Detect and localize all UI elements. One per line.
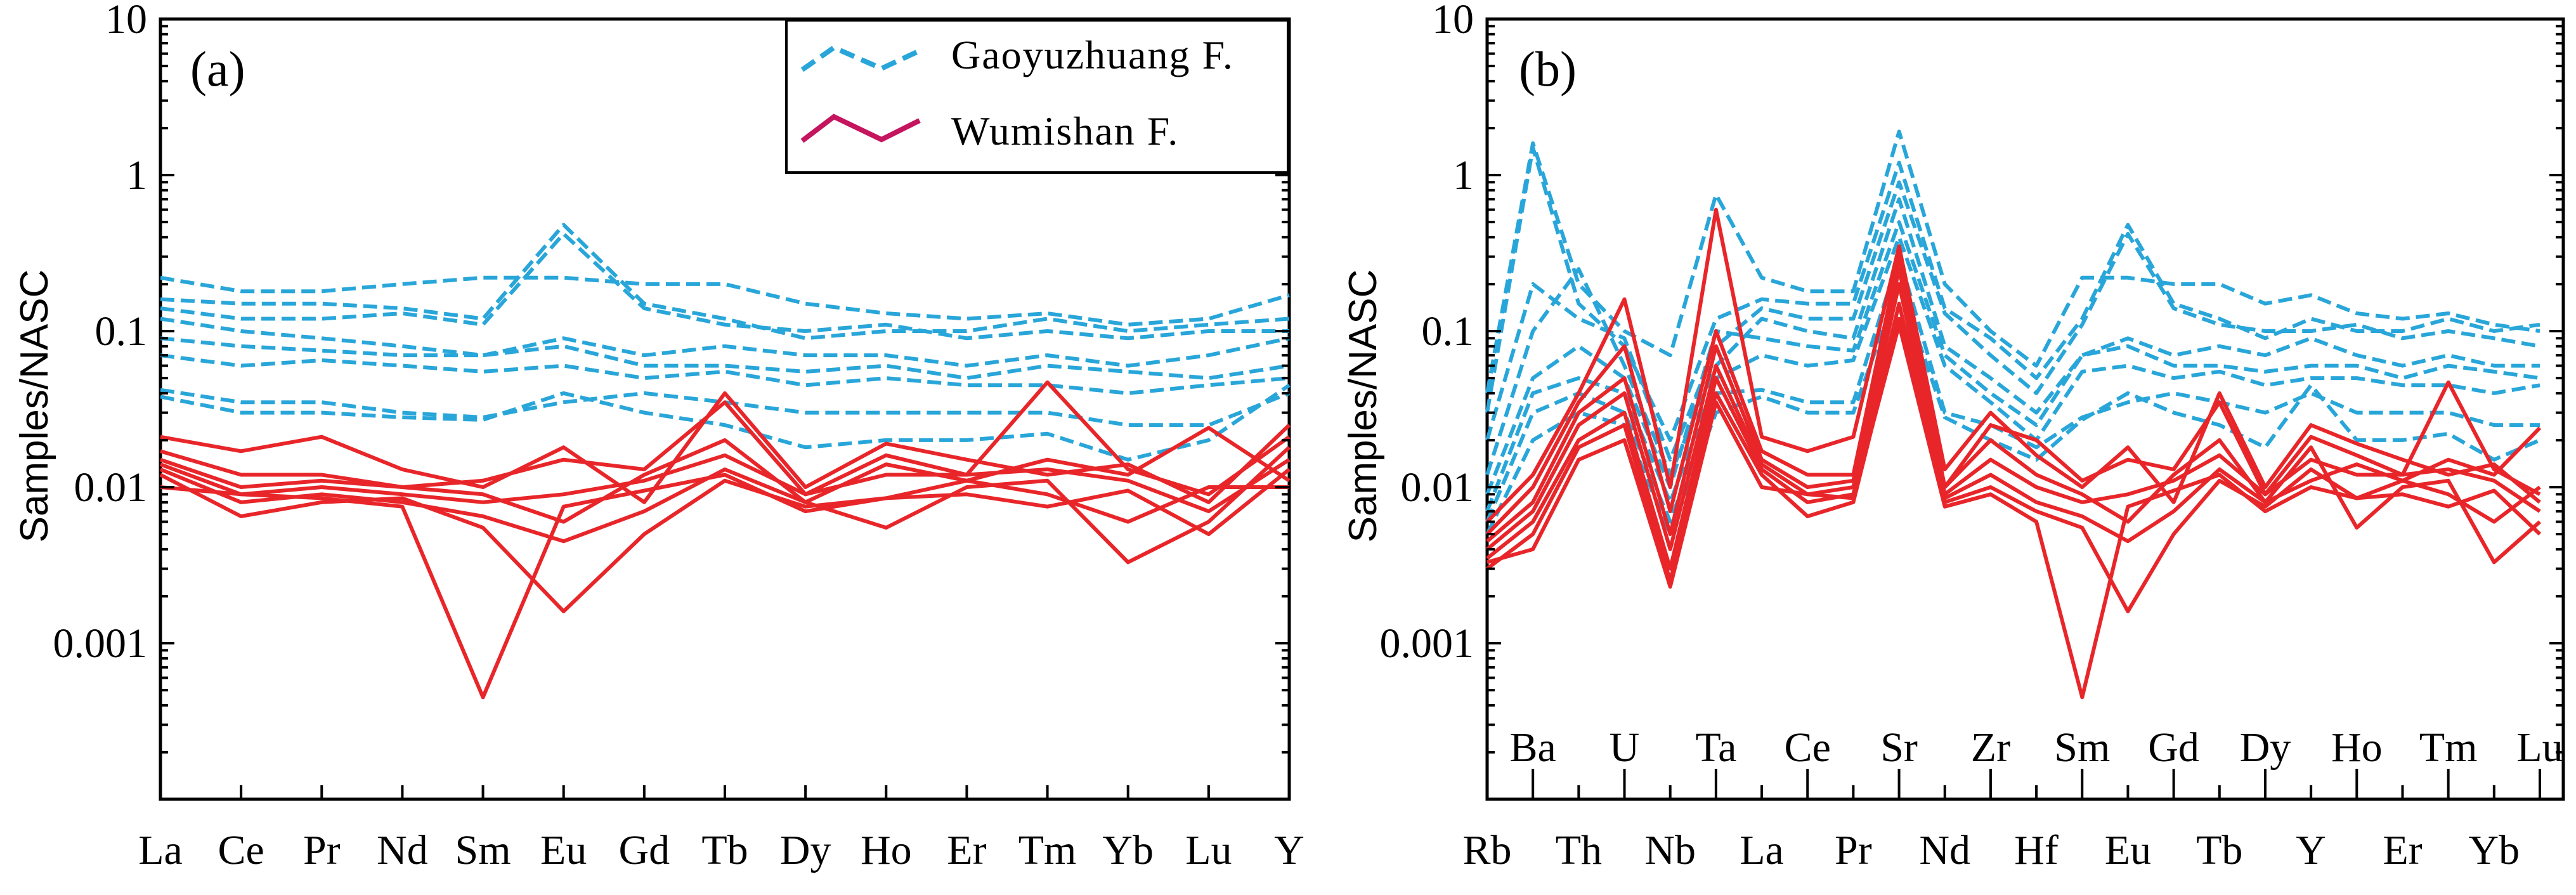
x-tick-label: Pr <box>1835 827 1872 873</box>
x-tick-label-upper: Lu <box>2516 724 2563 771</box>
legend-label-wumishan: Wumishan F. <box>951 108 1179 154</box>
series-line-wumishan <box>159 467 1291 613</box>
x-tick-label: Gd <box>619 827 670 873</box>
panel-b-series <box>1485 129 2542 700</box>
y-tick-label: 0.001 <box>53 620 148 667</box>
series-line-gaoyuzhuang <box>1485 180 2540 462</box>
y-tick-label: 1 <box>1453 152 1474 199</box>
x-tick-label: Yb <box>2468 827 2520 873</box>
x-tick-label: Eu <box>540 827 587 873</box>
y-tick-label: 0.1 <box>1422 308 1474 355</box>
legend-swatch-wumishan <box>800 114 921 143</box>
panel-b-x-axis: Rb Ba Th U Nb Ta La Ce Pr Sr Nd Zr Hf Sm Eu Gd Tb Dy Y Ho Er… <box>1462 724 2563 873</box>
series-line-wumishan <box>160 473 1289 700</box>
x-tick-label-upper: Gd <box>2148 724 2199 771</box>
legend-label-gaoyuzhuang: Gaoyuzhuang F. <box>951 32 1234 77</box>
x-tick-label: Ce <box>218 827 264 873</box>
panel-a-label: (a) <box>190 41 245 96</box>
x-tick-label-upper: U <box>1610 724 1640 771</box>
x-tick-label: Er <box>947 827 986 873</box>
x-tick-label: Y <box>2296 827 2326 873</box>
series-line-gaoyuzhuang <box>160 232 1289 341</box>
x-tick-label-upper: Zr <box>1971 724 2010 771</box>
series-line-wumishan <box>160 380 1291 497</box>
series-line-wumishan <box>159 453 1291 514</box>
legend: Gaoyuzhuang F. Wumishan F. <box>785 19 1289 174</box>
x-tick-label: Tb <box>701 827 748 873</box>
series-line-wumishan <box>1486 282 2541 551</box>
panel-a: 10 1 0.1 0.01 0.001 La Ce Pr Nd Sm Eu Gd Tb Dy Ho Er Tm… <box>13 0 1304 873</box>
y-tick-label: 10 <box>105 0 147 42</box>
series-line-wumishan <box>160 426 1291 524</box>
x-tick-label-upper: Sm <box>2054 724 2110 771</box>
series-line-wumishan <box>160 391 1291 504</box>
series-line-gaoyuzhuang <box>1485 282 2541 537</box>
series-line-gaoyuzhuang <box>160 353 1290 395</box>
x-tick-label-upper: Tm <box>2419 724 2478 771</box>
x-tick-label-upper: Ho <box>2331 724 2383 771</box>
x-tick-label: Nb <box>1644 827 1696 873</box>
x-tick-label: La <box>138 827 183 873</box>
x-tick-label: Th <box>1556 827 1602 873</box>
panel-b-y-axis: 10 1 0.1 0.01 0.001 <box>1380 0 2563 800</box>
series-line-wumishan <box>1486 317 2542 613</box>
series-line-gaoyuzhuang <box>1485 145 2540 442</box>
panel-b-label: (b) <box>1519 41 1577 96</box>
series-line-gaoyuzhuang <box>1485 129 2540 394</box>
x-tick-label: Eu <box>2105 827 2151 873</box>
x-tick-label: Nd <box>377 827 428 873</box>
x-tick-label-upper: Ba <box>1510 724 1556 771</box>
x-tick-label: Dy <box>780 827 831 873</box>
panel-a-y-label: Samples/NASC <box>13 270 56 543</box>
y-tick-label: 1 <box>126 152 147 199</box>
x-tick-label: Rb <box>1462 827 1511 873</box>
series-line-gaoyuzhuang <box>160 275 1290 327</box>
x-tick-label-upper: Sr <box>1880 724 1918 771</box>
y-tick-label: 0.001 <box>1380 620 1474 667</box>
series-line-wumishan <box>1486 267 2542 543</box>
panel-a-series <box>159 223 1291 700</box>
series-line-wumishan <box>1486 301 2541 571</box>
series-line-gaoyuzhuang <box>1485 235 2540 513</box>
y-tick-label: 10 <box>1432 0 1474 42</box>
series-line-wumishan <box>159 445 1291 565</box>
series-line-gaoyuzhuang <box>160 383 1291 462</box>
x-tick-label: Er <box>2383 827 2422 873</box>
series-line-gaoyuzhuang <box>160 223 1290 341</box>
series-line-wumishan <box>1486 322 2541 700</box>
x-tick-label: Tm <box>1018 827 1077 873</box>
panel-b-frame <box>1485 17 2565 801</box>
x-tick-label: Yb <box>1102 827 1154 873</box>
series-line-gaoyuzhuang <box>1485 220 2540 495</box>
x-tick-label: Sm <box>455 827 511 873</box>
x-tick-label-upper: Ta <box>1695 724 1736 771</box>
x-tick-label: Nd <box>1919 827 1970 873</box>
x-tick-label: Hf <box>2014 827 2059 873</box>
legend-box <box>785 19 1289 174</box>
series-line-wumishan <box>1485 254 2541 536</box>
x-tick-label: Y <box>1274 827 1304 873</box>
series-line-gaoyuzhuang <box>160 317 1290 368</box>
panel-b-y-label: Samples/NASC <box>1341 270 1385 543</box>
panel-b: 10 1 0.1 0.01 0.001 Rb Ba Th U Nb Ta La Ce Pr Sr Nd Zr H… <box>1341 0 2565 873</box>
x-tick-label: La <box>1740 827 1784 873</box>
y-tick-label: 0.01 <box>1401 464 1474 511</box>
x-tick-label: Pr <box>303 827 341 873</box>
y-tick-label: 0.1 <box>95 308 148 355</box>
x-tick-label: Lu <box>1185 827 1232 873</box>
x-tick-label-upper: Dy <box>2240 724 2291 771</box>
panel-a-x-axis: La Ce Pr Nd Sm Eu Gd Tb Dy Ho Er Tm Yb Lu Y <box>138 785 1304 873</box>
series-line-gaoyuzhuang <box>160 336 1290 381</box>
y-tick-label: 0.01 <box>74 464 148 511</box>
x-tick-label: Ho <box>861 827 912 873</box>
x-tick-label: Tb <box>2196 827 2242 873</box>
x-tick-label-upper: Ce <box>1785 724 1831 771</box>
